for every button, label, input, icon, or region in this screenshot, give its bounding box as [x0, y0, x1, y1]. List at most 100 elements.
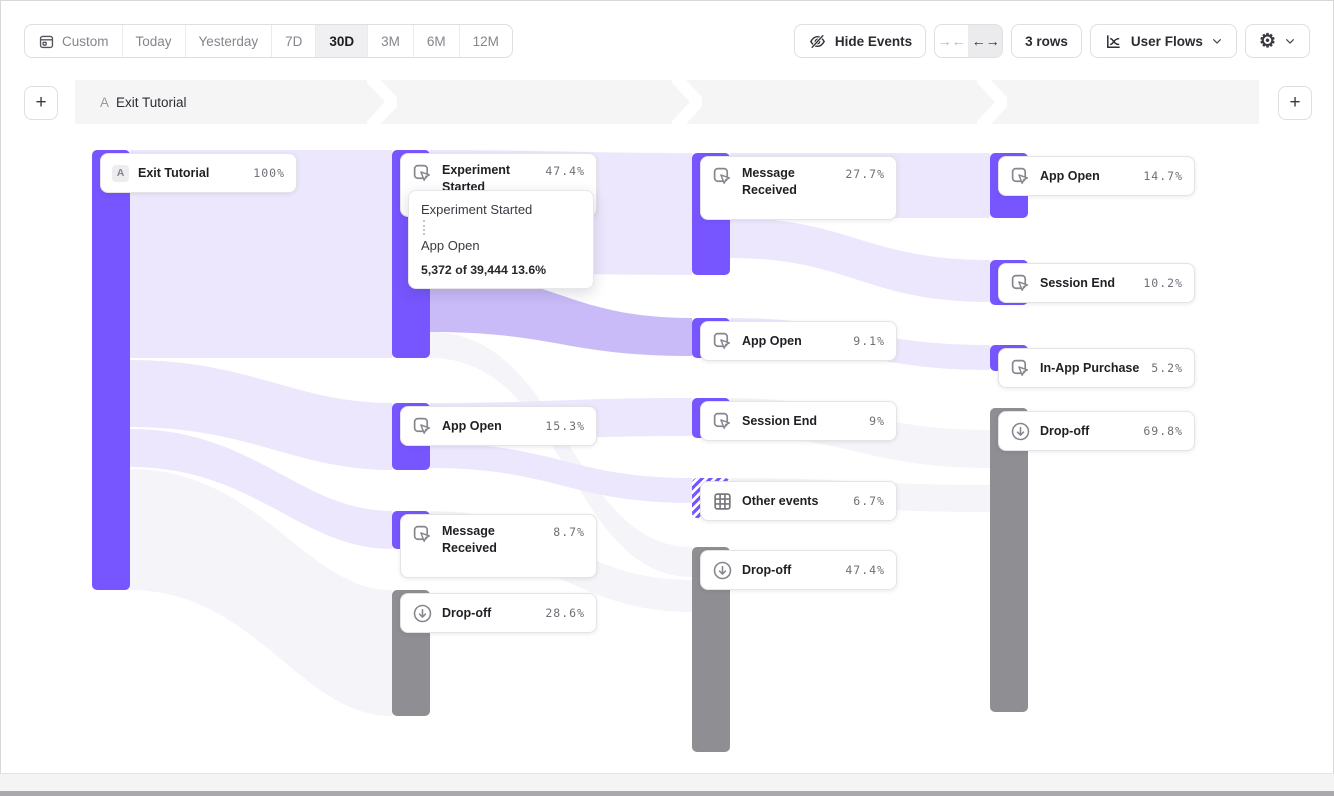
event-icon: [1010, 273, 1031, 294]
flow-node-percent: 5.2%: [1151, 361, 1183, 375]
flow-node-label: Drop-off: [1040, 423, 1090, 438]
flow-bar-exit-tutorial[interactable]: [92, 150, 130, 590]
step-a-title: Exit Tutorial: [116, 94, 187, 110]
flow-node-percent: 47.4%: [845, 563, 885, 577]
flow-node-label: App Open: [442, 418, 502, 433]
drop-off-icon: [712, 560, 733, 581]
horizontal-scrollbar[interactable]: [0, 791, 1334, 796]
date-range-label: 7D: [285, 33, 303, 49]
date-range-7d[interactable]: 7D: [272, 25, 317, 57]
flow-node-label: Drop-off: [442, 605, 492, 620]
date-range-label: 30D: [329, 33, 355, 49]
flow-bar-drop-off[interactable]: [990, 408, 1028, 712]
flow-node-drop-off[interactable]: Drop-off 69.8%: [998, 411, 1195, 451]
date-range-yesterday[interactable]: Yesterday: [186, 25, 273, 57]
expand-columns-button[interactable]: ←→: [969, 25, 1003, 57]
flow-node-percent: 100%: [253, 166, 285, 180]
flow-node-drop-off[interactable]: Drop-off 28.6%: [400, 593, 597, 633]
flow-node-session-end[interactable]: Session End 9%: [700, 401, 897, 441]
flow-link[interactable]: [130, 429, 392, 549]
date-range-group: Custom Today Yesterday 7D 30D 3M 6M 12M: [24, 24, 513, 58]
rows-label: 3 rows: [1025, 33, 1068, 49]
flow-node-percent: 28.6%: [545, 606, 585, 620]
settings-button[interactable]: ⚙: [1244, 24, 1310, 58]
tooltip-source-event: Experiment Started: [421, 202, 533, 217]
gear-icon: ⚙: [1258, 30, 1276, 52]
flow-node-percent: 27.7%: [845, 167, 885, 181]
flow-link-highlighted[interactable]: [430, 272, 692, 356]
tooltip-connector-dots: [423, 220, 425, 235]
hide-events-button[interactable]: Hide Events: [793, 24, 927, 58]
flow-node-percent: 10.2%: [1143, 276, 1183, 290]
hide-events-label: Hide Events: [834, 33, 913, 49]
date-range-label: Yesterday: [198, 33, 259, 49]
flow-node-app-open[interactable]: App Open 15.3%: [400, 406, 597, 446]
flow-node-label: App Open: [742, 333, 802, 348]
tooltip-target-event: App Open: [421, 238, 480, 253]
date-range-today[interactable]: Today: [123, 25, 186, 57]
flow-node-label: In-App Purchase: [1040, 360, 1140, 375]
flow-link[interactable]: [130, 360, 392, 470]
user-flows-icon: [1104, 32, 1123, 51]
flow-link[interactable]: [130, 469, 392, 716]
event-icon: [412, 524, 433, 545]
event-icon: [1010, 358, 1031, 379]
event-icon: [412, 416, 433, 437]
flow-node-message-received[interactable]: Message Received 27.7%: [700, 156, 897, 220]
footer-band: [0, 773, 1334, 791]
date-range-12m[interactable]: 12M: [460, 25, 512, 57]
flow-node-drop-off[interactable]: Drop-off 47.4%: [700, 550, 897, 590]
date-range-custom[interactable]: Custom: [25, 25, 123, 57]
eye-off-icon: [808, 32, 827, 51]
date-range-6m[interactable]: 6M: [414, 25, 460, 57]
flow-node-percent: 8.7%: [553, 525, 585, 539]
date-range-label: Custom: [62, 33, 109, 49]
collapse-columns-button[interactable]: →←: [935, 25, 970, 57]
view-label: User Flows: [1130, 33, 1203, 49]
flow-link[interactable]: [430, 443, 692, 503]
flow-node-session-end[interactable]: Session End 10.2%: [998, 263, 1195, 303]
flow-node-other-events[interactable]: Other events 6.7%: [700, 481, 897, 521]
flow-node-label: App Open: [1040, 168, 1100, 183]
flow-node-percent: 15.3%: [545, 419, 585, 433]
date-range-label: 12M: [472, 33, 499, 49]
event-icon: [712, 166, 733, 187]
add-step-right-button[interactable]: +: [1278, 86, 1312, 120]
flow-node-app-open[interactable]: App Open 14.7%: [998, 156, 1195, 196]
step-a-prefix: A: [100, 94, 110, 110]
step-a-label: A Exit Tutorial: [100, 80, 187, 124]
flow-node-percent: 9.1%: [853, 334, 885, 348]
flow-node-label: Exit Tutorial: [138, 165, 210, 180]
steps-header-band[interactable]: A Exit Tutorial: [75, 80, 1259, 124]
drop-off-icon: [412, 603, 433, 624]
flow-node-app-open[interactable]: App Open 9.1%: [700, 321, 897, 361]
rows-button[interactable]: 3 rows: [1011, 24, 1082, 58]
flow-link[interactable]: [730, 218, 990, 302]
flow-node-percent: 9%: [869, 414, 885, 428]
flow-node-exit-tutorial[interactable]: A Exit Tutorial 100%: [100, 153, 297, 193]
flow-link[interactable]: [130, 150, 392, 358]
view-selector[interactable]: User Flows: [1089, 24, 1237, 58]
flow-link[interactable]: [430, 332, 692, 577]
tooltip-stat: 5,372 of 39,444 13.6%: [421, 263, 547, 277]
add-step-left-button[interactable]: +: [24, 86, 58, 120]
date-range-3m[interactable]: 3M: [368, 25, 414, 57]
flow-node-message-received[interactable]: Message Received 8.7%: [400, 514, 597, 578]
step-letter-badge: A: [112, 164, 129, 182]
other-events-icon: [712, 491, 733, 512]
flow-node-label: Other events: [742, 493, 819, 508]
flow-node-in-app-purchase[interactable]: In-App Purchase 5.2%: [998, 348, 1195, 388]
chevron-down-icon: [1284, 35, 1296, 47]
flow-node-percent: 6.7%: [853, 494, 885, 508]
spacing-toggle: →← ←→: [934, 24, 1004, 58]
flow-node-label: Drop-off: [742, 562, 792, 577]
date-range-30d[interactable]: 30D: [316, 25, 369, 57]
flow-node-label: Message Received: [442, 524, 497, 555]
flow-link-tooltip: Experiment Started App Open 5,372 of 39,…: [408, 190, 594, 289]
flow-node-label: Session End: [1040, 275, 1116, 290]
calendar-icon: [38, 33, 55, 50]
flow-node-percent: 14.7%: [1143, 169, 1183, 183]
step-chevron-icon: [672, 80, 702, 124]
